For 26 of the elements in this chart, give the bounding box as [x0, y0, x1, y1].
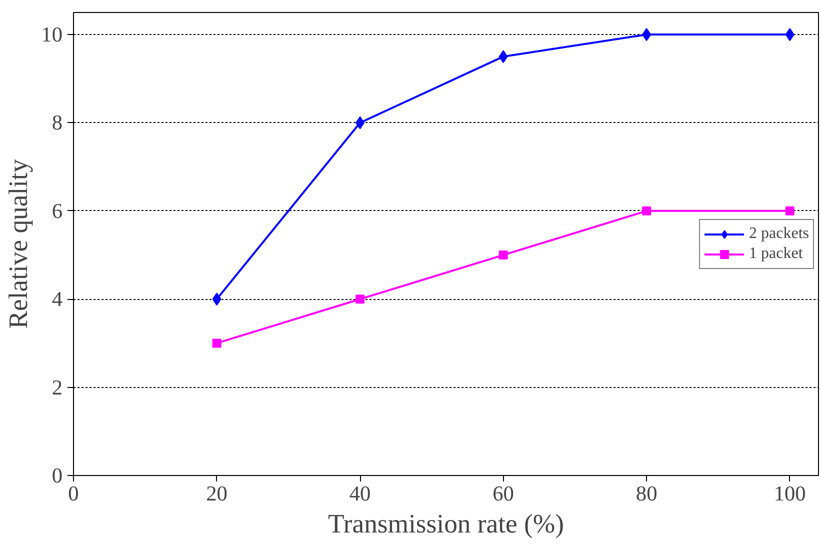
y-tick-label: 8	[52, 110, 63, 135]
y-tick-label: 10	[41, 22, 62, 47]
point	[356, 294, 365, 304]
point	[642, 28, 652, 42]
legend-label: 2 packets	[749, 224, 809, 242]
point	[785, 206, 794, 216]
legend-label: 1 packet	[749, 244, 803, 262]
x-tick-label: 80	[636, 482, 658, 506]
point	[642, 206, 652, 216]
x-tick-label: 60	[492, 482, 514, 506]
x-tick-label: 100	[774, 482, 806, 506]
point	[498, 250, 508, 260]
point	[498, 50, 508, 64]
x-tick-label: 40	[349, 482, 371, 506]
y-axis-title: Relative quality	[3, 158, 34, 329]
y-tick-label: 4	[52, 287, 63, 312]
x-tick-label: 0	[68, 482, 79, 506]
point	[212, 292, 222, 306]
x-tick-label: 20	[206, 482, 228, 506]
y-tick-label: 2	[52, 375, 63, 400]
y-tick-label: 6	[52, 198, 63, 223]
point	[212, 338, 222, 348]
x-axis-title: Transmission rate (%)	[328, 508, 564, 538]
point	[356, 116, 365, 130]
y-tick-label: 0	[52, 464, 63, 488]
point	[785, 28, 794, 42]
